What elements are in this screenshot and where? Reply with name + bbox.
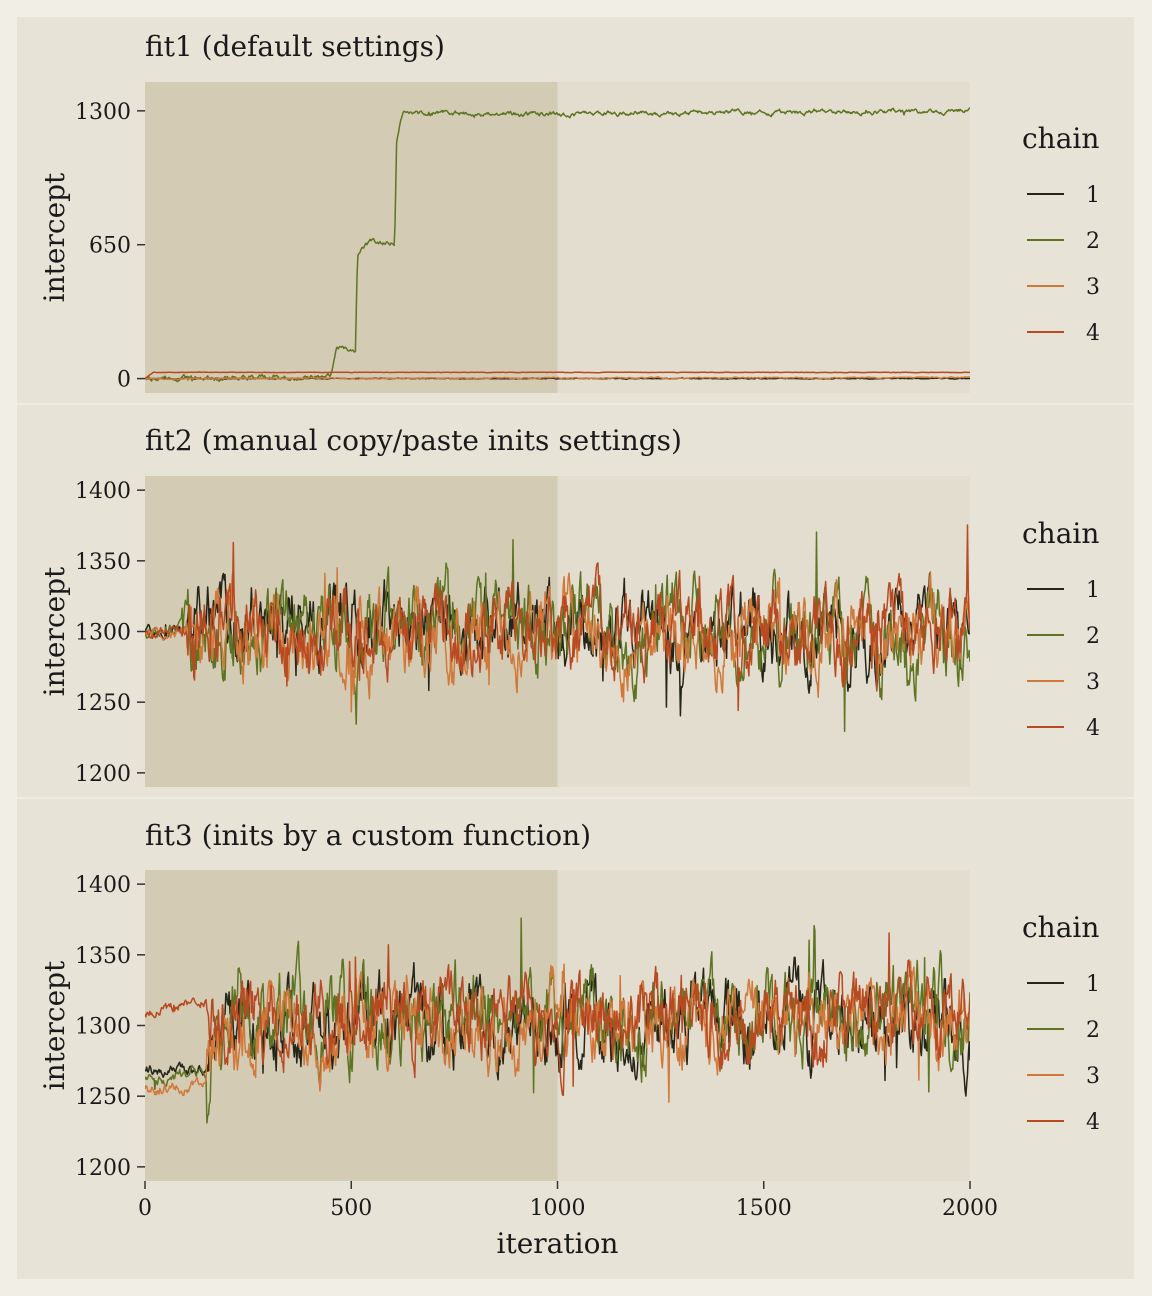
chain-4-trace <box>145 371 970 380</box>
y-tick-label: 650 <box>89 234 131 259</box>
series-group <box>145 917 970 1124</box>
legend-label: 4 <box>1086 321 1100 346</box>
chain-3-trace <box>145 375 970 381</box>
legend-label: 1 <box>1086 183 1100 208</box>
legend-label: 2 <box>1086 624 1100 649</box>
y-axis-title: intercept <box>38 960 71 1090</box>
chain-4-trace <box>145 524 970 712</box>
y-tick-label: 1250 <box>75 1085 131 1110</box>
y-tick-label: 1400 <box>75 873 131 898</box>
legend-label: 2 <box>1086 1018 1100 1043</box>
x-tick-label: 0 <box>138 1196 152 1221</box>
legend-title: chain <box>1022 122 1099 155</box>
legend-label: 3 <box>1086 1064 1100 1089</box>
y-tick-label: 0 <box>117 368 131 393</box>
y-tick-label: 1300 <box>75 100 131 125</box>
x-tick-label: 2000 <box>942 1196 998 1221</box>
x-tick-label: 1000 <box>530 1196 586 1221</box>
panel-title: fit1 (default settings) <box>145 30 445 63</box>
legend-title: chain <box>1022 517 1099 550</box>
x-tick-label: 1500 <box>736 1196 792 1221</box>
y-tick-label: 1250 <box>75 691 131 716</box>
warmup-region <box>145 82 558 393</box>
legend-title: chain <box>1022 911 1099 944</box>
y-axis-title: intercept <box>38 172 71 302</box>
series-group <box>145 107 970 383</box>
y-tick-label: 1200 <box>75 1156 131 1181</box>
legend-label: 4 <box>1086 1110 1100 1135</box>
chain-3-trace <box>145 960 970 1103</box>
panel-title: fit3 (inits by a custom function) <box>145 819 591 852</box>
y-tick-label: 1400 <box>75 479 131 504</box>
legend-label: 4 <box>1086 716 1100 741</box>
legend-label: 1 <box>1086 972 1100 997</box>
legend-label: 3 <box>1086 275 1100 300</box>
x-axis-title: iteration <box>497 1227 619 1260</box>
y-tick-label: 1350 <box>75 550 131 575</box>
series-group <box>145 524 970 733</box>
chain-4-trace <box>145 932 970 1097</box>
legend-label: 2 <box>1086 229 1100 254</box>
y-axis-title: intercept <box>38 566 71 696</box>
y-tick-label: 1350 <box>75 944 131 969</box>
x-tick-label: 500 <box>330 1196 372 1221</box>
y-tick-label: 1200 <box>75 762 131 787</box>
panel-title: fit2 (manual copy/paste inits settings) <box>145 424 682 457</box>
legend-label: 1 <box>1086 578 1100 603</box>
legend-label: 3 <box>1086 670 1100 695</box>
y-tick-label: 1300 <box>75 621 131 646</box>
y-tick-label: 1300 <box>75 1015 131 1040</box>
